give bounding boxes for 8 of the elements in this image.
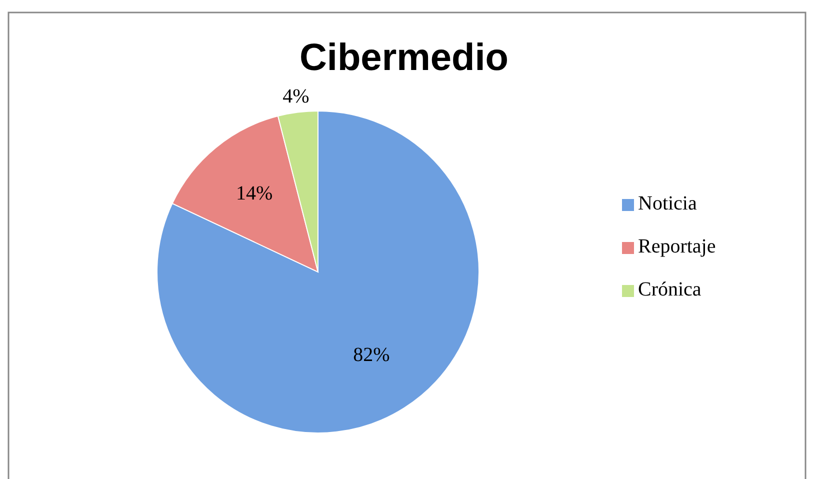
- data-label: 14%: [236, 182, 273, 205]
- legend-label: Noticia: [638, 192, 697, 215]
- chart-title: Cibermedio: [299, 37, 509, 79]
- data-label: 4%: [282, 85, 310, 108]
- legend-label: Reportaje: [638, 236, 716, 258]
- legend-label: Crónica: [638, 278, 702, 301]
- pie-slice: [156, 110, 480, 434]
- data-label: 82%: [353, 344, 390, 366]
